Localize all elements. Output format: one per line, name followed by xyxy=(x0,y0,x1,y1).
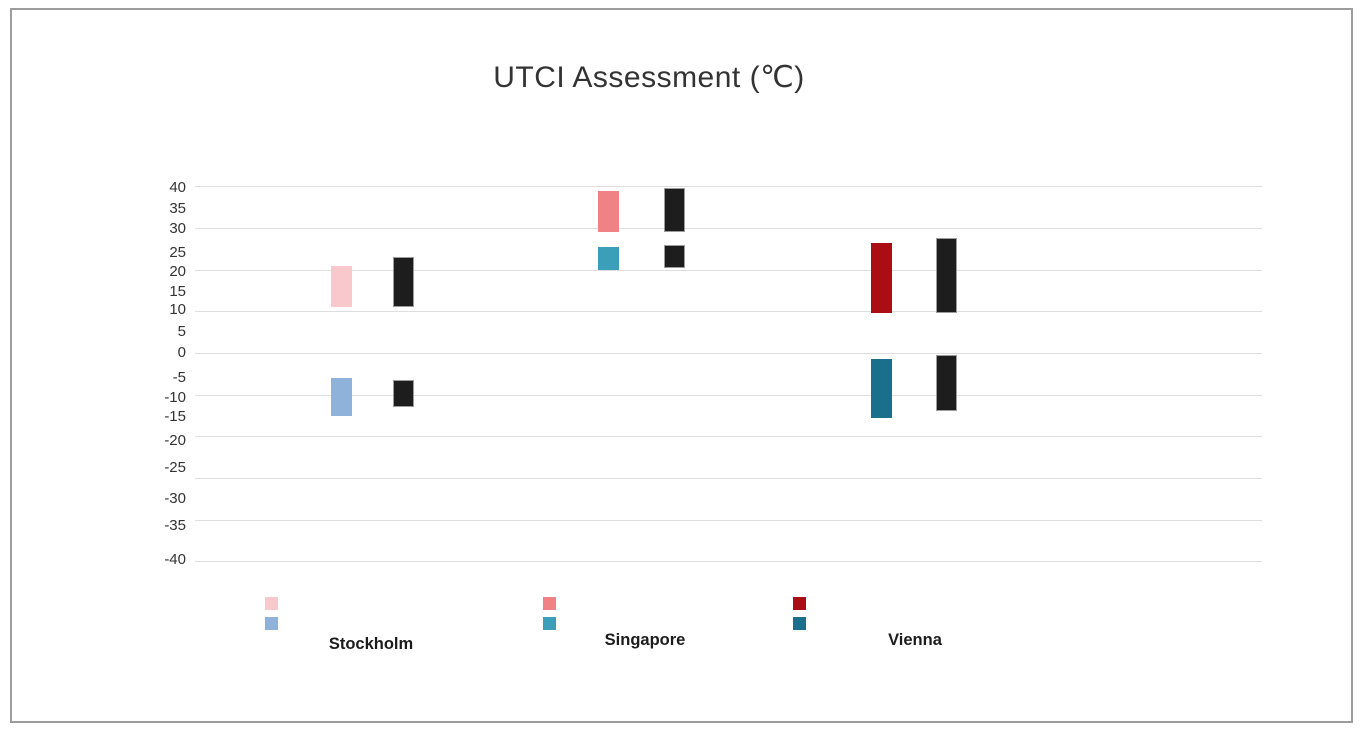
y-axis-tick-label: 20 xyxy=(169,262,186,280)
y-axis-tick-label: -10 xyxy=(164,388,186,406)
bar-vienna-lower-colored xyxy=(871,359,892,418)
city-label-singapore: Singapore xyxy=(604,631,686,649)
bar-stockholm-lower-colored xyxy=(331,378,352,416)
gridline xyxy=(195,561,1262,563)
legend-swatch-singapore-lower xyxy=(543,617,556,630)
city-label-vienna: Vienna xyxy=(888,631,942,649)
bar-vienna-lower-black xyxy=(936,355,957,412)
y-axis-tick-label: -40 xyxy=(164,551,186,568)
gridline xyxy=(195,353,1262,354)
y-axis-tick-label: 35 xyxy=(169,200,186,217)
bar-singapore-upper-black xyxy=(664,188,685,233)
bar-vienna-upper-black xyxy=(936,238,957,314)
legend-swatch-singapore-upper xyxy=(543,597,556,610)
y-axis-tick-label: -20 xyxy=(164,432,186,449)
y-axis-tick-label: 5 xyxy=(177,323,186,340)
y-axis-tick-label: 15 xyxy=(169,283,186,300)
bar-stockholm-upper-colored xyxy=(331,265,352,308)
gridline xyxy=(195,311,1262,313)
city-label-stockholm: Stockholm xyxy=(328,635,414,653)
bar-singapore-upper-colored xyxy=(598,190,619,233)
y-axis-tick-label: 40 xyxy=(169,179,186,196)
gridline xyxy=(195,436,1262,438)
y-axis-tick-label: -15 xyxy=(164,408,186,425)
chart-frame xyxy=(10,8,1353,723)
gridline xyxy=(195,478,1262,479)
legend-swatch-stockholm-upper xyxy=(265,597,278,610)
legend-swatch-vienna-lower xyxy=(793,617,806,630)
bar-singapore-lower-colored xyxy=(598,246,619,270)
gridline xyxy=(195,228,1262,229)
bar-stockholm-upper-black xyxy=(393,257,414,308)
y-axis-tick-label: -30 xyxy=(164,490,186,507)
y-axis-tick-label: -35 xyxy=(164,517,186,534)
y-axis-tick-label: 30 xyxy=(169,219,186,237)
legend-swatch-vienna-upper xyxy=(793,597,806,610)
y-axis-tick-label: 0 xyxy=(177,344,186,361)
gridline xyxy=(195,186,1262,188)
y-axis-tick-label: 10 xyxy=(169,301,186,318)
gridline xyxy=(195,519,1262,521)
chart-title: UTCI Assessment (℃) xyxy=(493,61,805,94)
y-axis-tick-label: -25 xyxy=(164,459,186,476)
gridline xyxy=(195,269,1262,271)
bar-vienna-upper-colored xyxy=(871,242,892,314)
y-axis-tick-label: -5 xyxy=(172,368,186,386)
legend-swatch-stockholm-lower xyxy=(265,617,278,630)
bar-singapore-lower-black xyxy=(664,244,685,268)
bar-stockholm-lower-black xyxy=(393,380,414,408)
y-axis-tick-label: 25 xyxy=(169,244,186,261)
gridline xyxy=(195,394,1262,396)
